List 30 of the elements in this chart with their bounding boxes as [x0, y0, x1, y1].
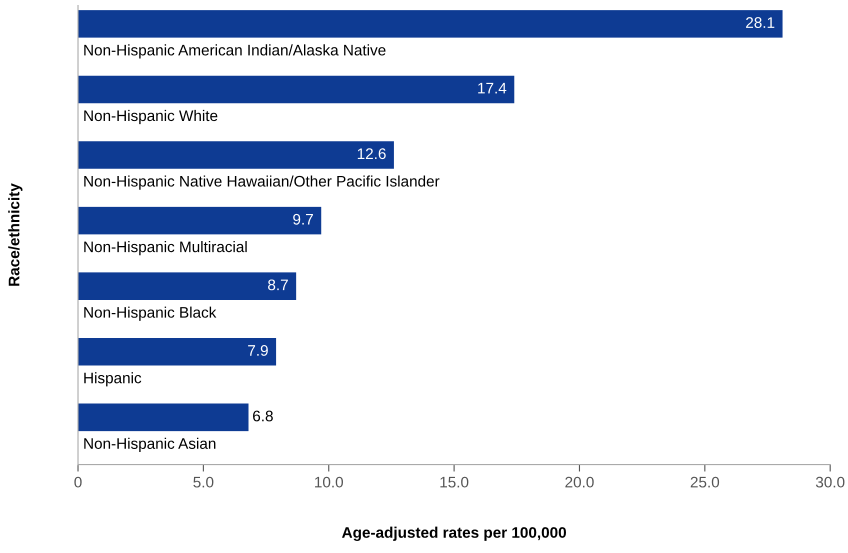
y-tick-label: Hispanic: [84, 372, 142, 386]
y-axis-title: Race/ethnicity: [8, 183, 22, 286]
bar: [78, 272, 296, 300]
bar: [78, 76, 514, 104]
x-tick-label: 10.0: [315, 476, 344, 488]
data-label: 6.8: [253, 410, 273, 422]
bar: [78, 206, 322, 234]
x-axis-title: Age-adjusted rates per 100,000: [342, 526, 566, 541]
bar: [78, 141, 394, 169]
y-tick-label: Non-Hispanic Black: [84, 306, 216, 321]
x-tick-label: 30.0: [816, 476, 844, 488]
x-tick-label: 5.0: [193, 476, 214, 488]
data-label: 28.1: [746, 17, 774, 28]
y-tick-label: Non-Hispanic American Indian/Alaska Native: [84, 44, 386, 59]
y-tick-label: Non-Hispanic White: [84, 110, 218, 124]
data-label: 8.7: [268, 279, 288, 290]
bar: [78, 404, 249, 432]
x-tick-label: 0: [74, 476, 82, 488]
data-label: 7.9: [248, 345, 268, 356]
x-tick-label: 15.0: [440, 476, 468, 488]
bar: [78, 338, 276, 366]
y-tick-label: Non-Hispanic Asian: [84, 438, 216, 452]
data-label: 17.4: [478, 82, 506, 94]
x-tick-label: 20.0: [565, 476, 594, 488]
bar: [78, 10, 783, 38]
y-tick-label: Non-Hispanic Native Hawaiian/Other Pacific Islander: [84, 175, 440, 190]
data-label: 9.7: [293, 214, 313, 225]
data-label: 12.6: [358, 148, 386, 160]
x-tick-label: 25.0: [690, 476, 720, 488]
y-tick-label: Non-Hispanic Multiracial: [84, 241, 247, 256]
